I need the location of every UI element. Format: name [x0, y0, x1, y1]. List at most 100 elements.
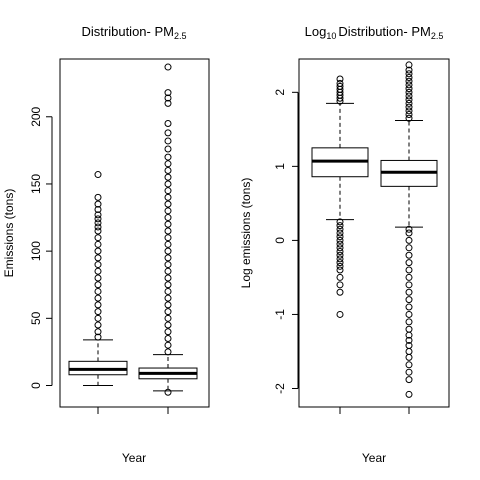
right-plot-area [311, 61, 438, 398]
outlier-point [405, 225, 413, 233]
outlier-point [336, 310, 344, 318]
outlier-point [336, 266, 344, 274]
outlier-point [164, 94, 172, 102]
outlier-point [405, 310, 413, 318]
outlier-point [94, 223, 102, 231]
outlier-point [405, 96, 413, 104]
outlier-point [94, 301, 102, 309]
outlier-point [405, 259, 413, 267]
outlier-point [164, 214, 172, 222]
outlier-point [164, 167, 172, 175]
outlier-point [164, 89, 172, 97]
outlier-point [94, 211, 102, 219]
outlier-point [94, 308, 102, 316]
outlier-point [94, 314, 102, 322]
outlier-point [164, 321, 172, 329]
outlier-point [336, 273, 344, 281]
left-y-tick-label: 200 [29, 106, 43, 126]
outlier-point [94, 294, 102, 302]
right-plot-frame [298, 58, 450, 408]
outlier-point [336, 236, 344, 244]
outlier-point [94, 171, 102, 179]
left-y-tick-label: 100 [29, 241, 43, 261]
outlier-point [336, 251, 344, 259]
outlier-point [336, 218, 344, 226]
outlier-point [164, 153, 172, 161]
outlier-point [336, 233, 344, 241]
left-plot-area [68, 63, 198, 396]
outlier-point [405, 81, 413, 89]
outlier-point [164, 207, 172, 215]
outlier-point [336, 79, 344, 87]
outlier-point [164, 348, 172, 356]
outlier-point [405, 273, 413, 281]
outlier-point [94, 274, 102, 282]
outlier-point [336, 82, 344, 90]
left-y-tick-label: 0 [29, 382, 43, 389]
outlier-point [405, 114, 413, 122]
outlier-point [405, 77, 413, 85]
outlier-point [405, 303, 413, 311]
outlier-point [405, 229, 413, 237]
outlier-point [164, 200, 172, 208]
outlier-point [405, 368, 413, 376]
outlier-point [94, 200, 102, 208]
outlier-point [405, 281, 413, 289]
outlier-point [94, 219, 102, 227]
outlier-point [405, 390, 413, 398]
outlier-point [164, 274, 172, 282]
outlier-point [94, 281, 102, 289]
right-x-axis-label: Year [362, 451, 386, 465]
outlier-point [405, 99, 413, 107]
outlier-point [164, 261, 172, 269]
panel-left: Distribution- PM2.5 0 50 100 150 200 Year Em… [2, 24, 210, 465]
outlier-point [164, 173, 172, 181]
outlier-point [405, 244, 413, 252]
outlier-point [405, 107, 413, 115]
outlier-point [94, 227, 102, 235]
outlier-point [94, 193, 102, 201]
outlier-point [94, 247, 102, 255]
outlier-point [405, 74, 413, 82]
outlier-point [164, 145, 172, 153]
left-x-axis-label: Year [122, 451, 146, 465]
outlier-point [405, 296, 413, 304]
outlier-point [94, 287, 102, 295]
panel-right: Log10 Distribution- PM2.5 -2 -1 0 1 2 Year Lo… [239, 24, 450, 465]
outlier-point [164, 180, 172, 188]
outlier-point [164, 281, 172, 289]
outlier-point [336, 225, 344, 233]
left-chart-title: Distribution- PM2.5 [82, 24, 187, 41]
left-plot-frame [59, 58, 210, 408]
right-y-tick-label: 2 [273, 89, 287, 96]
outlier-point [164, 294, 172, 302]
outlier-point [405, 325, 413, 333]
outlier-point [405, 288, 413, 296]
outlier-point [405, 85, 413, 93]
outlier-point [405, 376, 413, 384]
outlier-point [336, 255, 344, 263]
right-y-tick-label: 0 [273, 237, 287, 244]
right-y-tick-label: -2 [273, 383, 287, 394]
outlier-point [405, 236, 413, 244]
outlier-point [336, 222, 344, 230]
outlier-point [164, 388, 172, 396]
outlier-point [405, 353, 413, 361]
outlier-point [336, 288, 344, 296]
outlier-point [164, 234, 172, 242]
outlier-point [405, 361, 413, 369]
outlier-point [164, 328, 172, 336]
outlier-point [94, 205, 102, 213]
right-chart-title: Log10 Distribution- PM2.5 [305, 24, 444, 41]
outlier-point [94, 328, 102, 336]
outlier-point [164, 240, 172, 248]
outlier-point [164, 119, 172, 127]
outlier-point [405, 347, 413, 355]
outlier-point [164, 247, 172, 255]
outlier-point [164, 301, 172, 309]
outlier-point [164, 63, 172, 71]
outlier-point [405, 66, 413, 74]
right-y-axis-label: Log emissions (tons) [239, 178, 253, 289]
outlier-point [405, 88, 413, 96]
